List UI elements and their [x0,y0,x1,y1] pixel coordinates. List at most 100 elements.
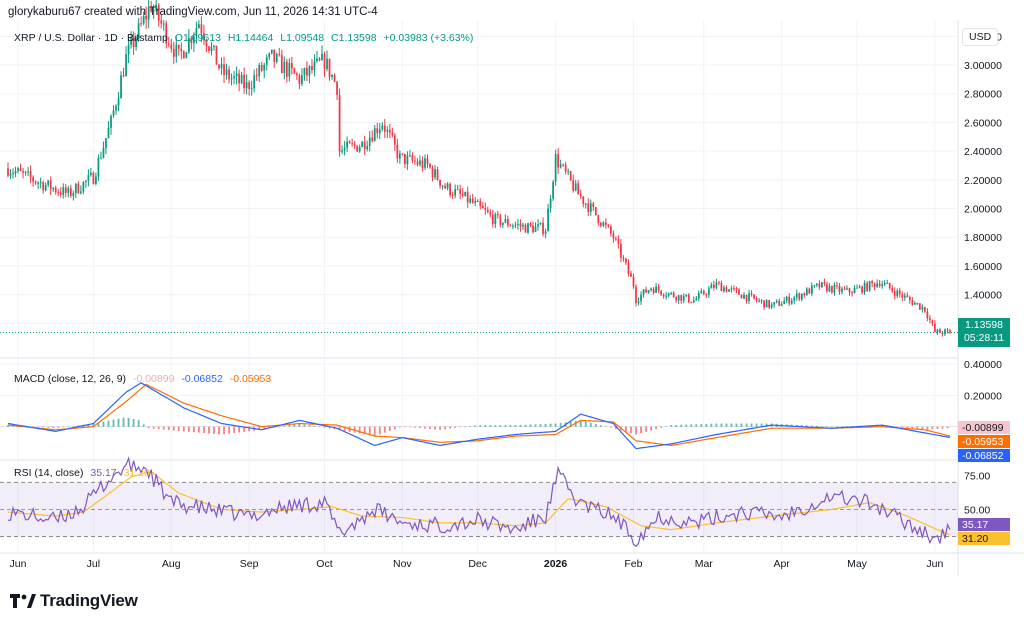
candle-body [454,189,457,196]
candle [137,17,140,42]
candle-body [577,183,580,195]
time-tick-label: Aug [162,558,181,570]
candle-body [547,208,549,232]
candle [665,291,668,300]
macd-histogram-bar [881,425,884,427]
candle-body [253,75,256,89]
candle [343,141,346,156]
candle [740,294,743,299]
candle [132,31,135,55]
candle [47,180,50,188]
candle [112,105,115,118]
macd-value-tag-bg [958,449,1010,462]
candle-body [22,170,24,173]
candle-body [411,155,414,161]
candle-body [429,163,431,168]
candle [617,235,620,249]
candle [773,301,776,308]
macd-histogram-bar [504,425,507,427]
candle-body [481,205,484,209]
macd-value-tag: -0.06852 [958,449,1010,462]
candle-body [873,283,876,287]
macd-histogram-bar [393,426,396,430]
candle-body [489,212,492,215]
candle-body [39,182,42,184]
candle-body [934,323,936,332]
symbol-label[interactable]: XRP / U.S. Dollar · 1D · Bitstamp [14,32,168,44]
macd-tick-label: 0.20000 [964,390,1002,402]
rsi-title[interactable]: RSI (14, close) [14,467,84,479]
candle-body [926,311,929,319]
candle [366,140,369,152]
rsi-value-tag-bg [958,532,1010,545]
candle-body [323,53,326,70]
candle [213,45,215,51]
candle-body [808,288,811,294]
tradingview-logo[interactable]: TradingView [10,591,138,611]
candle [409,149,411,157]
macd-histogram-bar [338,426,341,431]
rsi-line [7,456,951,548]
candle-body [589,203,592,212]
candle-body [461,193,464,196]
candle [466,186,469,208]
bar-countdown: 05:28:11 [963,332,1005,344]
candle-body [539,222,542,225]
candle-body [471,198,474,203]
macd-histogram-bar [228,426,230,434]
macd-histogram-bar [906,426,909,428]
candle-body [361,141,364,148]
candle-body [195,28,198,37]
candle [728,288,730,292]
candle-body [404,153,406,165]
candle [238,69,240,92]
rsi-pane[interactable]: 35.17 31.20 [0,456,1010,548]
macd-histogram-bar [569,421,572,427]
macd-histogram-bar [323,426,326,428]
macd-histogram-bar [660,426,663,428]
candle [283,56,286,80]
macd-histogram-bar [424,426,426,429]
macd-histogram-bar [248,426,251,432]
macd-histogram-bar [142,424,145,427]
candle [707,285,710,299]
candle-body [368,137,371,146]
macd-histogram-bar [640,426,642,434]
macd-histogram-bar [715,423,718,427]
macd-pane[interactable]: -0.00899 -0.05953 -0.06852 [0,382,1010,462]
candle [783,297,786,305]
tradingview-wordmark: TradingView [40,591,138,610]
candle [172,41,175,64]
candle [863,280,866,296]
macd-histogram-bar [92,423,95,427]
candle-body [444,185,446,189]
macd-histogram-bar [419,426,421,429]
candle [918,303,921,311]
grid-lines [0,20,1024,576]
candle-body [416,161,419,165]
macd-histogram-bar [459,426,462,428]
candle-body [343,147,346,151]
candle [454,184,457,199]
candle [775,299,778,304]
macd-histogram-bar [398,426,401,428]
macd-value-tag-text: -0.06852 [962,450,1004,462]
candle-body [783,300,786,305]
candle [401,153,404,156]
candle-body [527,223,529,233]
macd-histogram-bar [941,426,944,429]
macd-histogram-bar [373,426,376,437]
candle [479,198,482,210]
currency-selector[interactable]: USD [962,28,999,46]
candle-body [627,262,630,274]
price-pane[interactable] [0,0,958,337]
candle-body [115,105,117,111]
candle-body [697,293,700,299]
candle-body [594,207,597,216]
candle-body [800,293,803,300]
macd-title[interactable]: MACD (close, 12, 26, 9) [14,373,127,385]
candle [243,67,246,94]
candle [7,162,9,178]
candle-body [592,203,595,208]
